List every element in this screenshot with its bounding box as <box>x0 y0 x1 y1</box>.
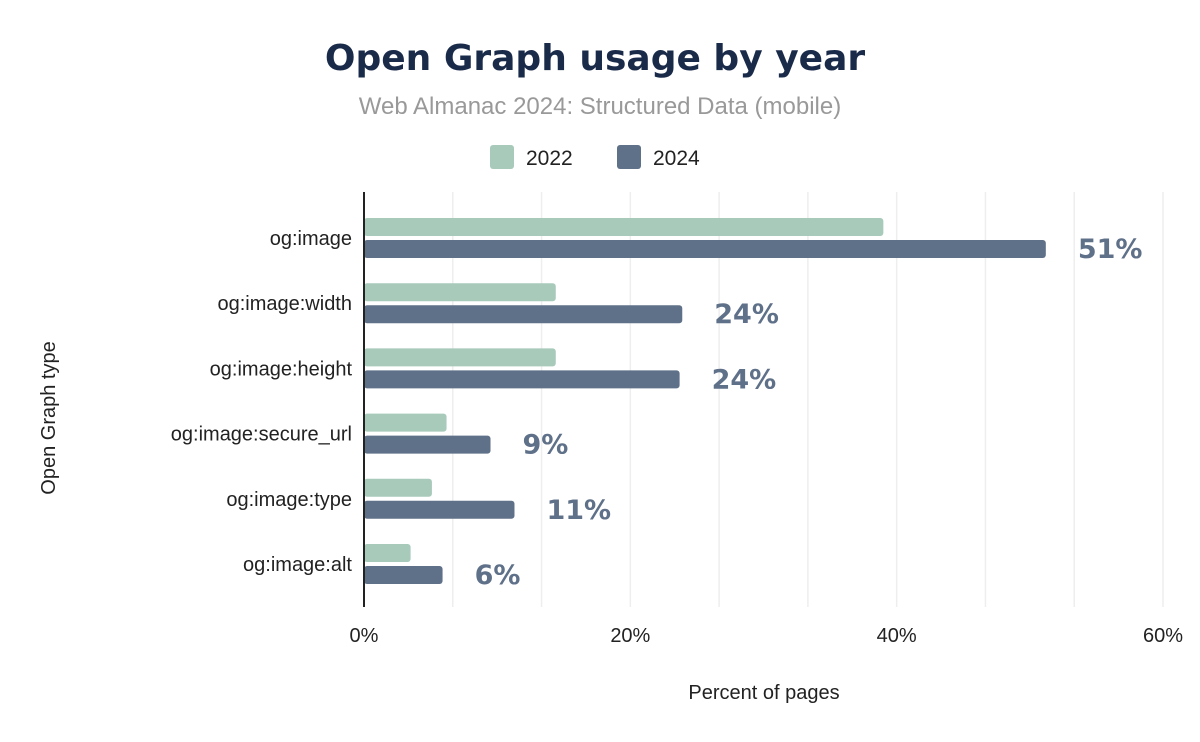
bar-2022 <box>364 348 556 367</box>
legend: 2022 2024 <box>490 145 700 170</box>
x-tick-label: 20% <box>610 625 650 647</box>
bar-2022 <box>364 218 884 236</box>
bar-2024 <box>364 305 683 324</box>
data-label: 24% <box>712 364 777 395</box>
legend-label-2024: 2024 <box>653 147 700 170</box>
x-axis-title: Percent of pages <box>688 682 839 704</box>
y-axis-title: Open Graph type <box>38 341 60 494</box>
data-label: 51% <box>1078 234 1143 265</box>
legend-swatch-2022 <box>490 145 514 169</box>
category-label: og:image:type <box>226 489 352 511</box>
bar-2024 <box>364 240 1046 258</box>
bar-2022 <box>364 478 432 497</box>
bar-2022 <box>364 544 411 562</box>
category-label: og:image:width <box>217 293 352 315</box>
data-label: 9% <box>523 430 569 461</box>
bar-2022 <box>364 283 556 302</box>
x-tick-label: 60% <box>1143 625 1183 647</box>
category-label: og:image <box>270 228 352 250</box>
bar-2024 <box>364 566 443 584</box>
category-label: og:image:secure_url <box>171 424 352 446</box>
data-label: 24% <box>714 299 779 330</box>
bar-2024 <box>364 370 680 389</box>
legend-label-2022: 2022 <box>526 147 573 170</box>
category-label: og:image:alt <box>243 554 352 576</box>
bar-2024 <box>364 435 491 454</box>
chart-title: Open Graph usage by year <box>325 38 865 79</box>
chart-subtitle: Web Almanac 2024: Structured Data (mobil… <box>359 93 841 120</box>
data-label: 6% <box>475 560 521 591</box>
category-label: og:image:height <box>210 358 353 380</box>
x-tick-label: 40% <box>877 625 917 647</box>
data-label: 11% <box>546 495 611 526</box>
legend-swatch-2024 <box>617 145 641 169</box>
bar-2022 <box>364 413 447 432</box>
bar-2024 <box>364 500 515 519</box>
x-tick-label: 0% <box>350 625 379 647</box>
